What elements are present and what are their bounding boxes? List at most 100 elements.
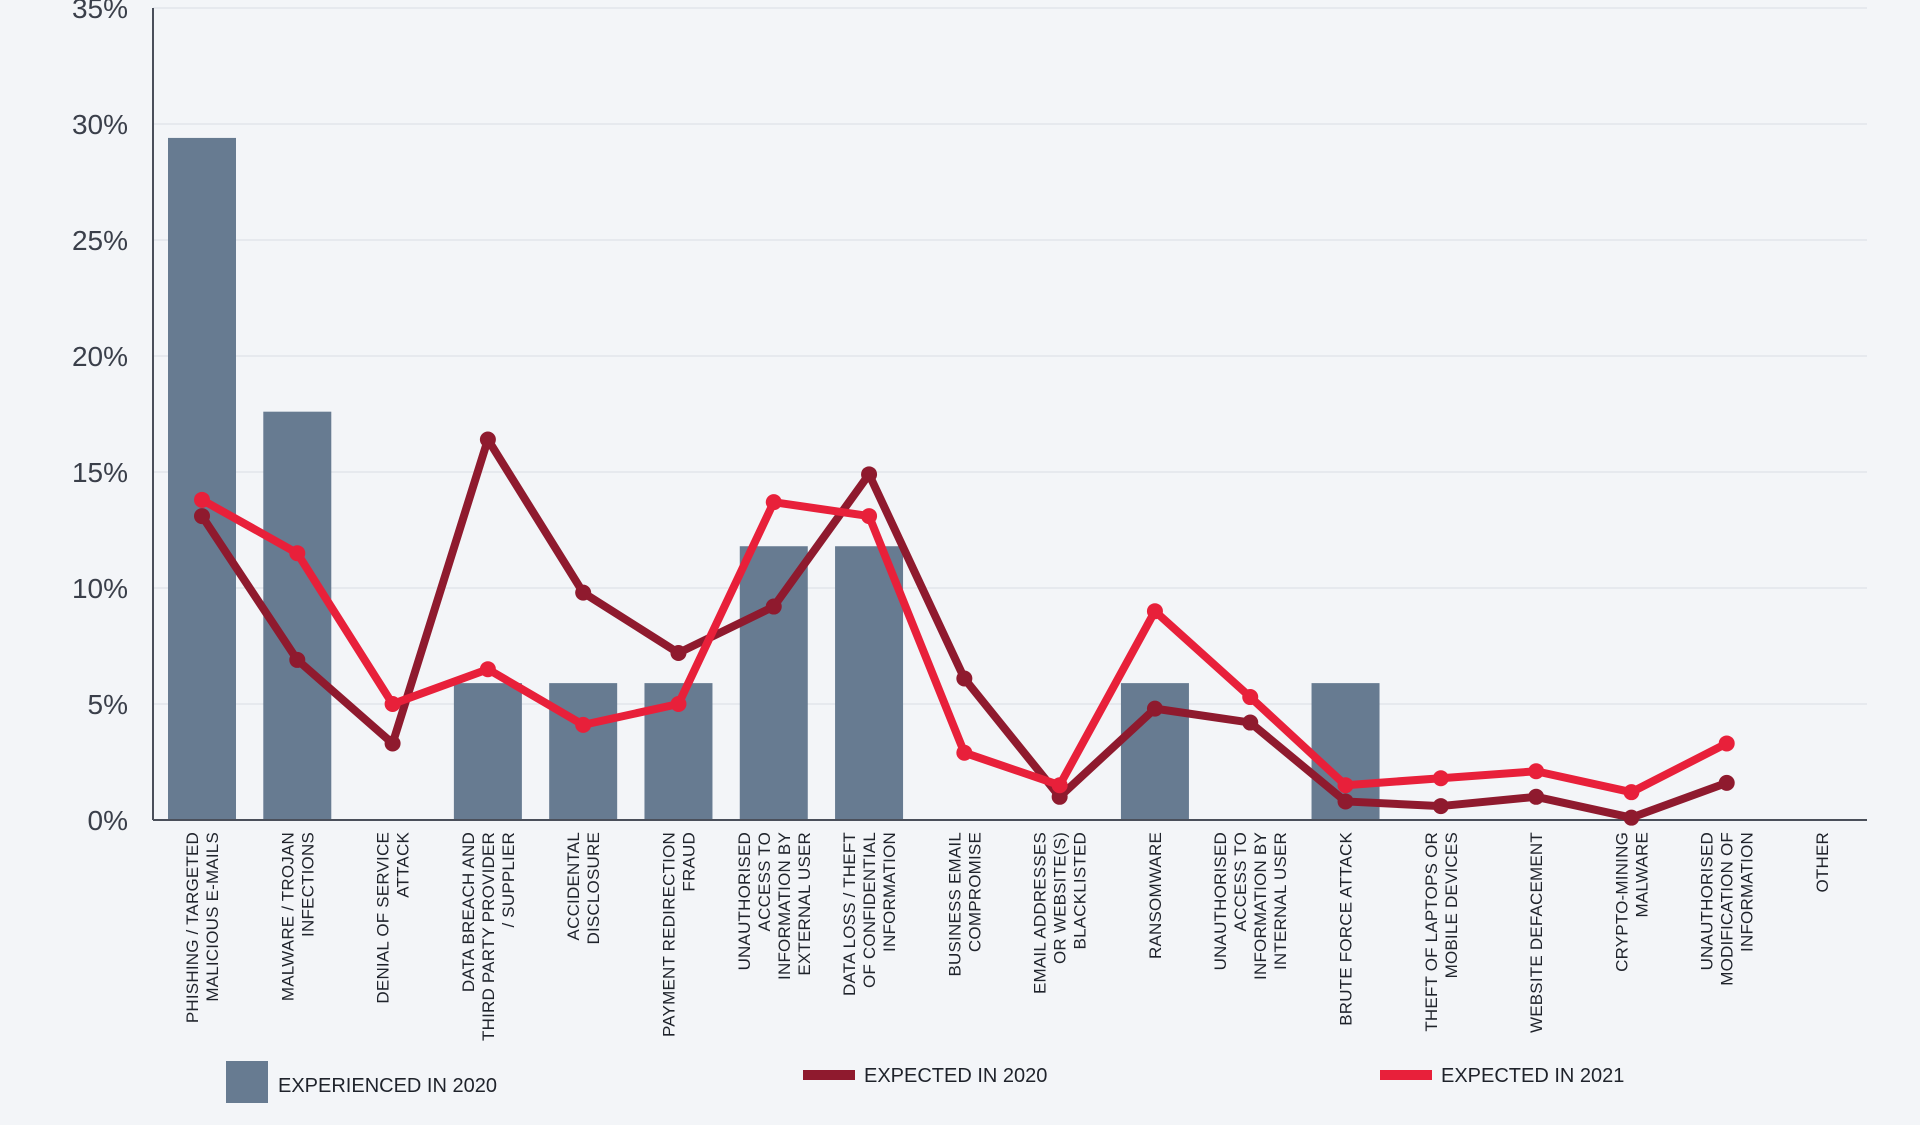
x-tick-label: THEFT OF LAPTOPS ORMOBILE DEVICES — [1422, 832, 1461, 1032]
line-point — [861, 466, 878, 483]
line-point — [1242, 714, 1259, 731]
y-tick-label: 35% — [72, 0, 128, 24]
bar — [835, 546, 904, 820]
x-tick-label: UNAUTHORISEDMODIFICATION OFINFORMATION — [1698, 832, 1757, 986]
x-tick-label-line: INTERNAL USER — [1271, 832, 1290, 970]
line-point — [289, 651, 306, 668]
y-tick-label: 20% — [72, 341, 128, 372]
x-tick-label-line: DATA LOSS / THEFT — [840, 832, 859, 996]
x-tick-label: PAYMENT REDIRECTIONFRAUD — [659, 832, 698, 1037]
line-point — [1146, 603, 1163, 620]
bar — [739, 546, 808, 820]
legend-label: EXPECTED IN 2021 — [1441, 1065, 1624, 1087]
x-tick-label-line: ACCIDENTAL — [564, 832, 583, 940]
x-tick-label-line: / SUPPLIER — [499, 832, 518, 928]
x-tick-label-line: PAYMENT REDIRECTION — [659, 832, 678, 1037]
line-point — [1432, 798, 1449, 815]
y-tick-label: 30% — [72, 109, 128, 140]
line-series — [194, 431, 1735, 826]
x-tick-label-line: PHISHING / TARGETED — [183, 832, 202, 1023]
line-point — [670, 644, 687, 661]
x-tick-label: UNAUTHORISEDACCESS TOINFORMATION BYEXTER… — [735, 832, 814, 980]
x-tick-label: BRUTE FORCE ATTACK — [1337, 832, 1356, 1026]
line-point — [479, 431, 496, 448]
legend-swatch — [226, 1061, 268, 1103]
x-tick-label: OTHER — [1813, 832, 1832, 893]
x-tick-label-line: MALWARE / TROJAN — [278, 832, 297, 1001]
x-tick-label-line: MOBILE DEVICES — [1442, 832, 1461, 978]
line-point — [956, 744, 973, 761]
y-tick-label: 25% — [72, 225, 128, 256]
line-point — [479, 661, 496, 678]
x-tick-label: MALWARE / TROJANINFECTIONS — [278, 832, 317, 1001]
line-point — [1528, 788, 1545, 805]
bar-series — [168, 137, 1380, 821]
line-point — [1051, 788, 1068, 805]
x-tick-label-line: RANSOMWARE — [1146, 832, 1165, 959]
line-point — [1337, 793, 1354, 810]
x-tick-label-line: DISCLOSURE — [584, 832, 603, 945]
x-tick-label-line: WEBSITE DEFACEMENT — [1527, 832, 1546, 1033]
x-tick-label-line: BLACKLISTED — [1071, 832, 1090, 949]
x-tick-label-line: THIRD PARTY PROVIDER — [479, 832, 498, 1041]
y-tick-label: 5% — [88, 689, 128, 720]
x-tick-label-line: ACCESS TO — [1231, 832, 1250, 931]
line-point — [384, 735, 401, 752]
line-point — [1718, 735, 1735, 752]
x-tick-label-line: OR WEBSITE(S) — [1051, 832, 1070, 964]
x-tick-label: BUSINESS EMAILCOMPROMISE — [945, 832, 984, 977]
line-point — [1051, 777, 1068, 794]
bar — [263, 411, 332, 820]
legend-item: EXPERIENCED IN 2020 — [226, 1061, 497, 1103]
x-tick-label: EMAIL ADDRESSESOR WEBSITE(S)BLACKLISTED — [1031, 832, 1090, 994]
series-line — [198, 435, 1731, 822]
line-point — [194, 491, 210, 508]
line-point — [1623, 784, 1640, 801]
line-point — [1528, 763, 1545, 780]
line-point — [670, 696, 687, 712]
x-tick-label: DATA LOSS / THEFTOF CONFIDENTIALINFORMAT… — [840, 832, 899, 996]
x-tick-labels: PHISHING / TARGETEDMALICIOUS E-MAILS MALW… — [183, 832, 1832, 1041]
x-tick-label-line: MALICIOUS E-MAILS — [203, 832, 222, 1002]
axes — [152, 8, 1867, 821]
x-tick-label-line: MODIFICATION OF — [1718, 832, 1737, 986]
x-tick-label: WEBSITE DEFACEMENT — [1527, 832, 1546, 1033]
x-tick-label-line: INFORMATION BY — [775, 832, 794, 980]
x-tick-label: UNAUTHORISEDACCESS TOINFORMATION BYINTER… — [1211, 832, 1290, 980]
legend-label: EXPERIENCED IN 2020 — [278, 1075, 497, 1097]
line-point — [1146, 700, 1163, 717]
line-point — [861, 508, 878, 525]
x-tick-label: DATA BREACH ANDTHIRD PARTY PROVIDER/ SUP… — [459, 832, 518, 1041]
legend-item: EXPECTED IN 2021 — [1380, 1065, 1624, 1087]
line-point — [1623, 809, 1640, 826]
x-tick-label-line: DENIAL OF SERVICE — [374, 832, 393, 1004]
line-point — [194, 508, 210, 525]
x-tick-label-line: OF CONFIDENTIAL — [860, 832, 879, 988]
line-point — [1432, 770, 1449, 787]
line-point — [575, 716, 592, 733]
x-tick-label-line: EXTERNAL USER — [795, 832, 814, 976]
line-point — [956, 670, 973, 687]
bar — [453, 683, 522, 820]
x-tick-label: CRYPTO-MININGMALWARE — [1612, 832, 1651, 972]
y-tick-labels: 0% 5% 10% 15% 20% 25% 30% 35% — [72, 0, 128, 836]
gridlines — [153, 7, 1867, 705]
line-point — [765, 598, 782, 615]
line-point — [1718, 774, 1735, 791]
x-tick-label: DENIAL OF SERVICEATTACK — [374, 832, 413, 1004]
x-tick-label-line: FRAUD — [679, 832, 698, 892]
x-tick-label-line: UNAUTHORISED — [735, 832, 754, 970]
x-tick-label-line: INFORMATION — [1738, 832, 1757, 952]
line-point — [384, 696, 401, 712]
x-tick-label-line: COMPROMISE — [965, 832, 984, 952]
bar — [168, 137, 236, 821]
x-tick-label: ACCIDENTALDISCLOSURE — [564, 832, 603, 945]
x-tick-label-line: EMAIL ADDRESSES — [1031, 832, 1050, 994]
x-tick-label: RANSOMWARE — [1146, 832, 1165, 959]
legend: EXPERIENCED IN 2020 EXPECTED IN 2020 EXPEC… — [226, 1061, 1624, 1103]
x-tick-label: PHISHING / TARGETEDMALICIOUS E-MAILS — [183, 832, 222, 1023]
line-point — [1337, 777, 1354, 794]
x-tick-label-line: UNAUTHORISED — [1211, 832, 1230, 970]
x-tick-label-line: BRUTE FORCE ATTACK — [1337, 832, 1356, 1026]
